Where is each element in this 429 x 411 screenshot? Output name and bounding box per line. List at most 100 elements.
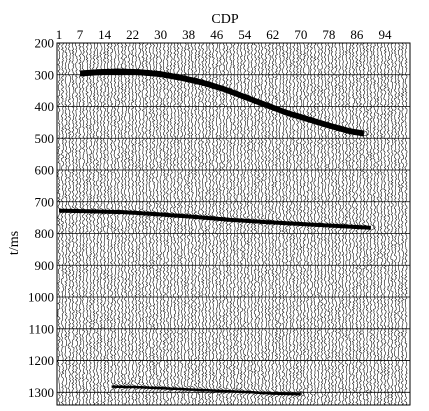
y-tick-label: 1100 (28, 321, 54, 336)
y-axis-title: t/ms (7, 231, 22, 255)
seismic-trace (400, 42, 405, 406)
x-tick-label: 54 (238, 27, 252, 42)
seismic-trace (67, 42, 75, 406)
seismic-trace (120, 42, 128, 406)
seismic-trace (141, 42, 149, 406)
y-tick-label: 1200 (28, 353, 54, 368)
seismic-trace (92, 42, 99, 406)
reflection-events (59, 68, 371, 396)
seismic-trace (211, 42, 219, 406)
seismic-trace (148, 42, 156, 406)
seismic-trace (158, 42, 166, 406)
y-tick-labels: 200 300 400 500 600 700 800 900 1000 1100 1200 1300 (28, 36, 54, 400)
seismic-trace (365, 42, 371, 406)
seismic-trace (162, 42, 170, 406)
x-tick-label: 94 (378, 27, 392, 42)
y-tick-label: 800 (35, 226, 55, 241)
x-tick-label: 86 (350, 27, 364, 42)
seismic-trace (95, 42, 103, 406)
x-tick-label: 46 (210, 27, 224, 42)
seismic-trace (81, 42, 90, 406)
y-tick-label: 200 (35, 36, 55, 51)
seismic-trace (78, 42, 86, 406)
seismic-trace (341, 42, 349, 406)
seismic-trace (200, 42, 209, 406)
x-tick-label: 38 (182, 27, 195, 42)
seismic-trace (88, 42, 96, 406)
seismic-trace (85, 42, 92, 406)
seismic-trace (190, 42, 198, 406)
seismic-trace (355, 42, 362, 406)
plot-frame (56, 42, 411, 406)
seismic-trace (116, 42, 124, 406)
seismic-trace (218, 42, 226, 406)
seismic-trace (74, 42, 81, 406)
seismic-trace (102, 42, 108, 406)
seismic-trace (397, 42, 401, 406)
seismic-trace (386, 43, 391, 406)
x-tick-label: 78 (322, 27, 335, 42)
seismic-trace (236, 42, 243, 406)
seismic-trace (369, 42, 376, 406)
seismic-trace (204, 42, 211, 406)
seismic-trace (351, 42, 359, 406)
seismic-trace (393, 42, 398, 406)
seismic-trace (134, 42, 141, 406)
y-tick-label: 300 (35, 67, 55, 82)
seismic-trace (71, 42, 78, 406)
seismic-trace (376, 42, 380, 406)
seismic-trace (155, 42, 163, 406)
y-tick-label: 700 (35, 194, 55, 209)
x-tick-label: 1 (56, 27, 63, 42)
seismic-trace (57, 42, 63, 406)
y-tick-label: 400 (35, 99, 55, 114)
y-tick-label: 1300 (28, 385, 54, 400)
seismic-trace (127, 42, 135, 406)
seismic-trace (362, 42, 369, 406)
x-tick-label: 14 (98, 27, 112, 42)
x-tick-label: 7 (77, 27, 84, 42)
seismic-trace (228, 42, 236, 406)
seismic-trace (176, 42, 184, 406)
seismic-trace (348, 42, 355, 406)
seismic-trace (390, 42, 394, 405)
seismic-trace (404, 42, 408, 406)
x-tick-label: 22 (126, 27, 139, 42)
seismic-trace (225, 42, 232, 406)
seismic-trace (180, 42, 187, 406)
seismic-trace (383, 42, 387, 406)
seismic-trace (222, 42, 230, 406)
x-tick-label: 70 (294, 27, 307, 42)
seismic-trace (169, 42, 177, 406)
seismic-trace (187, 42, 195, 406)
y-tick-label: 1000 (28, 290, 54, 305)
seismic-trace (344, 42, 351, 406)
y-tick-label: 600 (35, 163, 55, 178)
seismic-trace (99, 42, 106, 406)
seismic-trace (242, 42, 250, 406)
seismic-trace (173, 42, 180, 406)
x-tick-label: 30 (154, 27, 167, 42)
seismic-trace (208, 42, 215, 406)
y-tick-label: 500 (35, 131, 55, 146)
seismic-trace (246, 42, 253, 406)
seismic-trace (239, 42, 247, 406)
y-tick-label: 900 (35, 258, 55, 273)
x-axis-title: CDP (211, 12, 238, 27)
seismic-trace (197, 42, 205, 406)
seismic-trace (358, 42, 366, 406)
x-tick-label: 62 (266, 27, 279, 42)
seismic-trace (232, 42, 240, 406)
seismic-trace (334, 42, 340, 406)
seismic-trace (64, 42, 70, 406)
seismic-trace (106, 42, 113, 406)
x-tick-labels: 1 7 14 22 30 38 46 54 62 70 78 86 94 (56, 27, 392, 42)
seismic-trace (183, 42, 190, 406)
seismic-trace (379, 42, 384, 406)
seismic-trace (109, 42, 117, 406)
seismic-trace (193, 42, 201, 406)
seismic-trace (130, 42, 138, 406)
seismic-trace (113, 42, 120, 406)
seismic-trace (60, 42, 66, 406)
